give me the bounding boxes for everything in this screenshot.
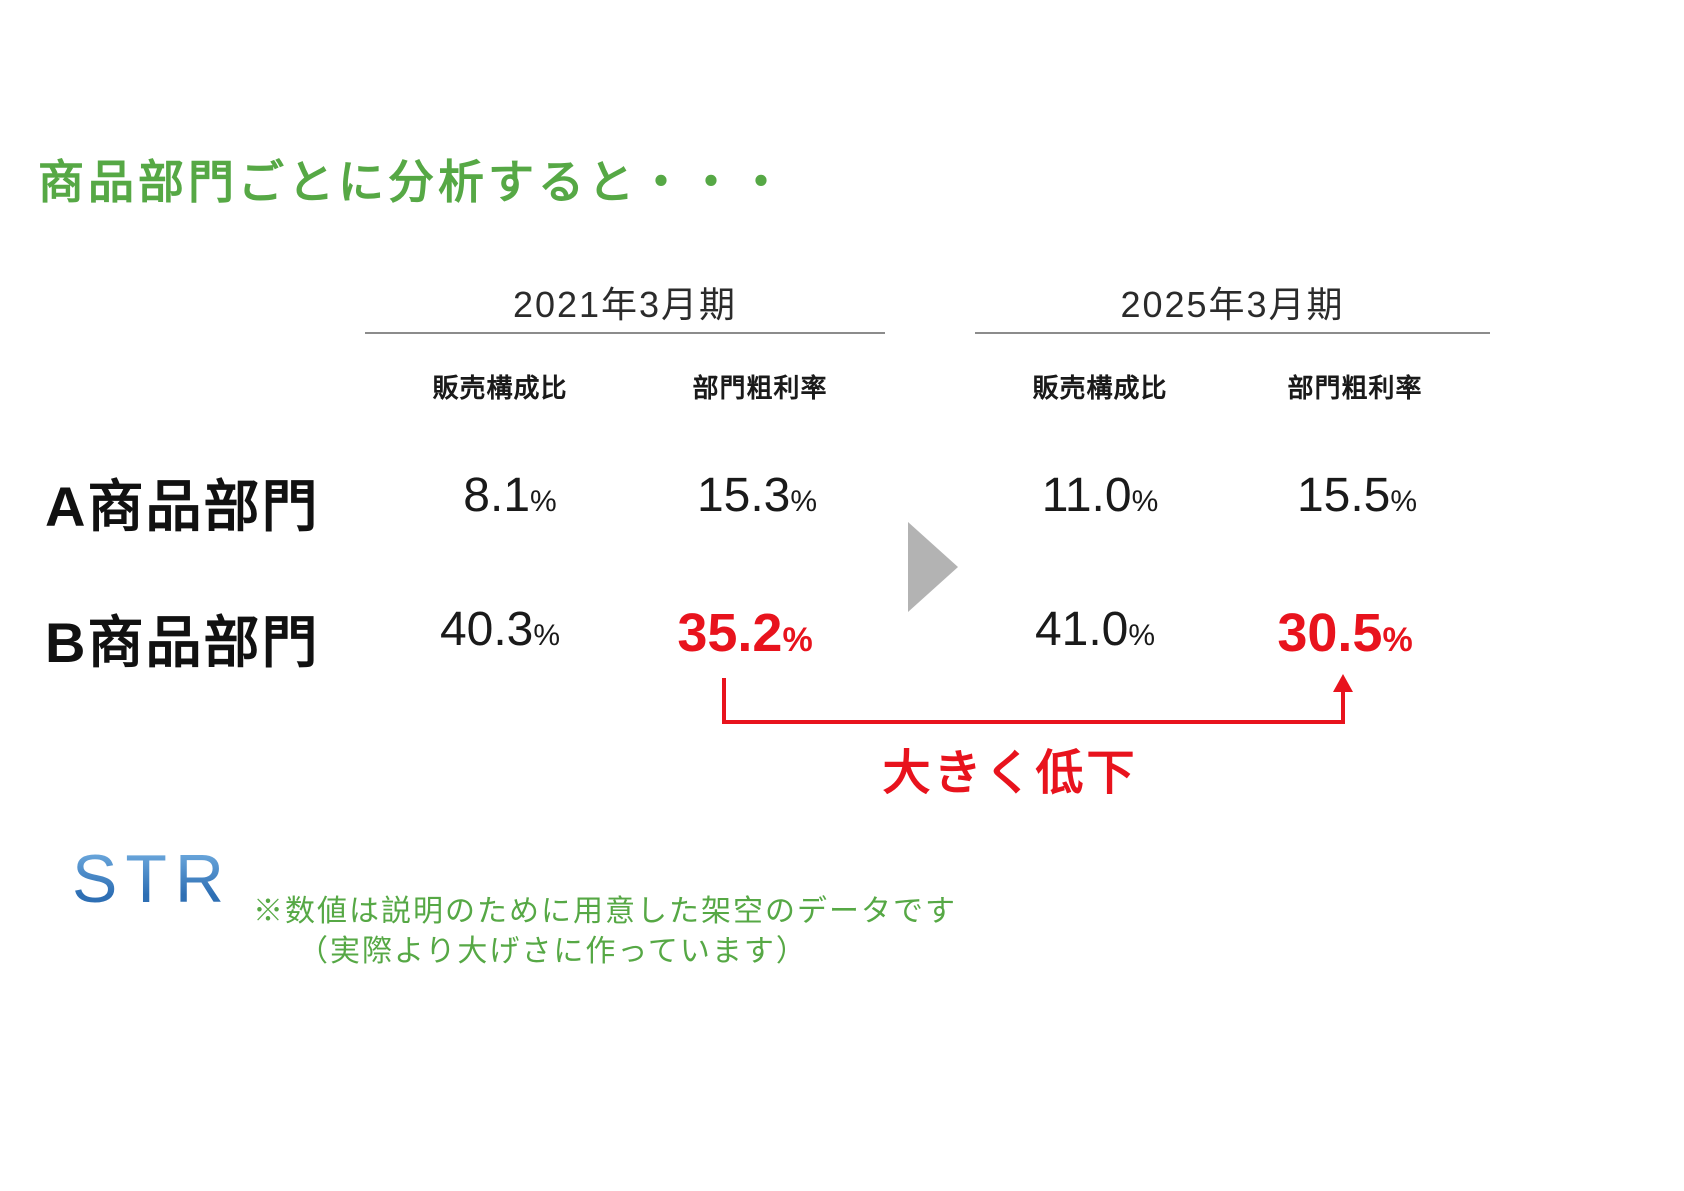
bracket-left-segment bbox=[722, 678, 726, 724]
cell-dept-b-gross-margin-2021-highlight: 35.2% bbox=[640, 602, 850, 664]
column-header-gross-margin-2021: 部門粗利率 bbox=[692, 373, 828, 403]
bracket-right-segment bbox=[1341, 692, 1345, 724]
disclaimer-line-2: （実際より大げさに作っています） bbox=[298, 935, 808, 968]
period-underline-2025 bbox=[975, 332, 1490, 334]
decline-annotation: 大きく低下 bbox=[882, 747, 1138, 800]
cell-value: 15.5 bbox=[1296, 469, 1391, 522]
cell-value: 11.0 bbox=[1041, 469, 1132, 522]
percent-sign: % bbox=[1382, 621, 1413, 659]
percent-sign: % bbox=[1390, 485, 1418, 518]
column-header-sales-mix-2021: 販売構成比 bbox=[432, 373, 568, 403]
cell-dept-a-gross-margin-2025: 15.5% bbox=[1252, 468, 1462, 523]
bracket-horizontal-segment bbox=[722, 720, 1345, 724]
percent-sign: % bbox=[1128, 619, 1156, 652]
right-triangle-arrow-icon bbox=[908, 522, 958, 612]
percent-sign: % bbox=[533, 619, 561, 652]
cell-value: 40.3 bbox=[439, 603, 534, 656]
percent-sign: % bbox=[1131, 485, 1159, 518]
cell-dept-a-sales-mix-2025: 11.0% bbox=[995, 468, 1205, 523]
column-header-gross-margin-2025: 部門粗利率 bbox=[1287, 373, 1423, 403]
slide-title: 商品部門ごとに分析すると・・・ bbox=[38, 156, 788, 208]
cell-dept-b-gross-margin-2025-highlight: 30.5% bbox=[1240, 602, 1450, 664]
cell-value: 41.0 bbox=[1034, 603, 1129, 656]
disclaimer-line-1: ※数値は説明のために用意した架空のデータです bbox=[253, 895, 957, 928]
cell-dept-b-sales-mix-2025: 41.0% bbox=[990, 602, 1200, 657]
cell-value: 30.5 bbox=[1277, 603, 1383, 663]
up-arrowhead-icon bbox=[1333, 674, 1353, 692]
str-logo: STR bbox=[72, 841, 232, 917]
period-header-2021: 2021年3月期 bbox=[512, 284, 738, 325]
cell-value: 8.1 bbox=[463, 469, 531, 522]
cell-value: 35.2 bbox=[677, 603, 783, 663]
row-label-dept-b: B商品部門 bbox=[45, 611, 320, 674]
cell-dept-b-sales-mix-2021: 40.3% bbox=[395, 602, 605, 657]
row-label-dept-a: A商品部門 bbox=[45, 475, 320, 538]
period-underline-2021 bbox=[365, 332, 885, 334]
period-header-2025: 2025年3月期 bbox=[1120, 284, 1345, 325]
percent-sign: % bbox=[782, 621, 813, 659]
cell-dept-a-sales-mix-2021: 8.1% bbox=[405, 468, 615, 523]
percent-sign: % bbox=[790, 485, 818, 518]
cell-value: 15.3 bbox=[696, 469, 791, 522]
percent-sign: % bbox=[530, 485, 557, 518]
column-header-sales-mix-2025: 販売構成比 bbox=[1032, 373, 1168, 403]
cell-dept-a-gross-margin-2021: 15.3% bbox=[652, 468, 862, 523]
